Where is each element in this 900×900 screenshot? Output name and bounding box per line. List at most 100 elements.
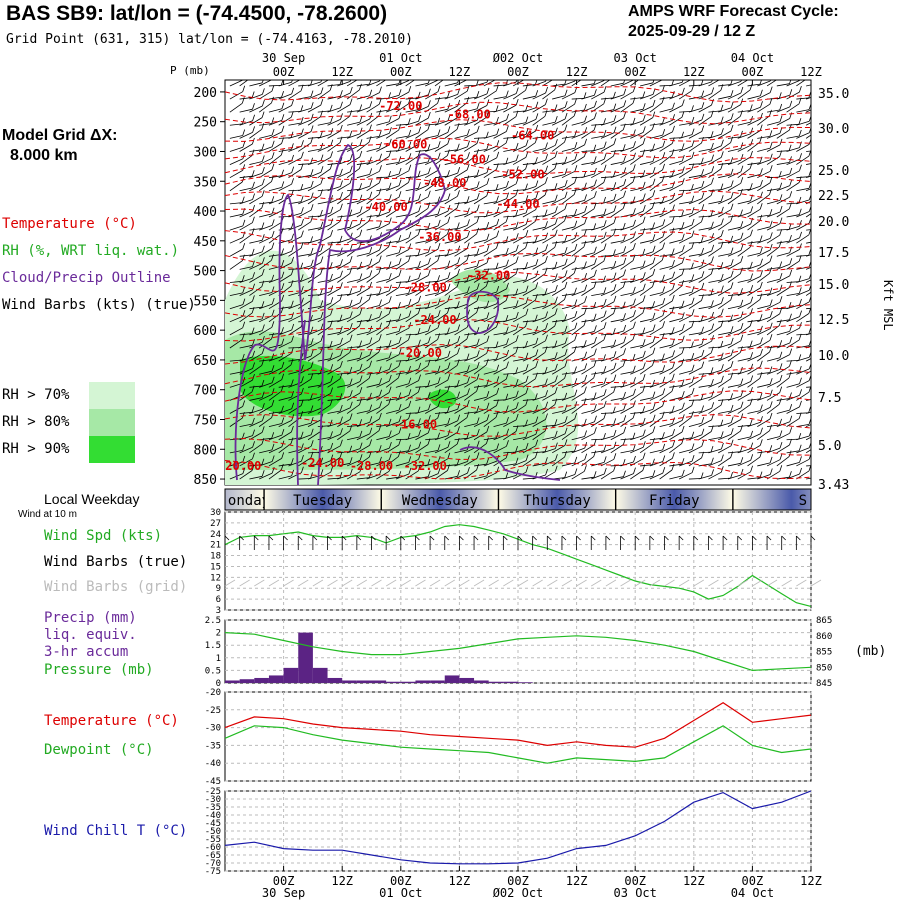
wind-barb-flag [389, 441, 392, 449]
temperature-contour-label: -40.00 [364, 200, 407, 214]
wind-barb [806, 477, 811, 480]
wind-barb-flag [613, 272, 617, 279]
wind-barb-flag [408, 467, 412, 475]
wind-barb-flag [271, 230, 275, 238]
wind-barb-flag [252, 373, 255, 381]
wind-barb-flag [760, 270, 763, 277]
wind-barb [366, 103, 380, 113]
wind-barb [796, 412, 809, 414]
wind-barb [493, 445, 507, 454]
wind-panel-tick-label: 15 [210, 562, 221, 572]
wind-barb-flag [584, 115, 587, 122]
wind-barb [766, 313, 780, 323]
wind-barb [747, 220, 761, 231]
wind-barb-flag [711, 256, 714, 263]
wind-barb [591, 281, 604, 283]
wind-barb [366, 351, 380, 362]
wind-barb-flag [330, 375, 334, 383]
grid-wind-barb [254, 579, 265, 587]
wind-barb-flag [769, 98, 773, 105]
wind-barb [268, 131, 283, 139]
rh-region-5 [450, 269, 510, 303]
wind-barb [249, 306, 262, 310]
wind-barb [679, 358, 692, 362]
wind-barb [346, 314, 361, 323]
wind-barb-flag [291, 233, 294, 240]
wind-barb [356, 366, 370, 375]
wind-barb [385, 444, 400, 454]
wind-barb-flag [320, 80, 323, 83]
wind-barb [737, 302, 751, 310]
wind-barb-flag [408, 97, 411, 104]
wind-barb-flag [603, 333, 607, 341]
wind-barb-flag [417, 307, 421, 314]
wind-barb [542, 369, 556, 375]
wind-barb [493, 378, 507, 388]
wind-barb [698, 384, 712, 388]
wind-barb [698, 183, 712, 192]
wind-barb-flag [584, 194, 587, 201]
surface-wind-barb-flag [224, 535, 230, 541]
wind-barb-flag [798, 208, 802, 215]
wind-barb-flag [505, 472, 509, 479]
wind-barb [347, 267, 360, 270]
wind-barb [766, 380, 781, 388]
precip-panel-tick-label: 2.5 [205, 616, 221, 626]
wind-barb [307, 419, 322, 427]
wind-barb-flag [545, 80, 547, 82]
wind-barb-flag [603, 129, 607, 137]
wind-barb-flag [310, 314, 313, 322]
wind-barb-flag [418, 260, 421, 268]
wind-barb-flag [798, 333, 802, 341]
wind-barb-flag [682, 323, 685, 331]
wind-barb [688, 163, 702, 165]
wind-barb-flag [291, 178, 294, 185]
wind-barb-flag [691, 309, 695, 316]
wind-barb-flag [779, 182, 783, 189]
wind-barb-flag [573, 188, 577, 195]
wind-barb [581, 162, 595, 165]
wind-barb [512, 302, 527, 310]
wind-barb-flag [584, 217, 587, 224]
wind-barb-flag [515, 390, 519, 397]
wind-barb-flag [320, 288, 323, 295]
wind-barb [395, 147, 410, 152]
wind-barb-flag [525, 84, 528, 91]
wind-barb-flag [662, 365, 666, 372]
wind-barb-flag [515, 267, 519, 275]
wind-barb-flag [769, 208, 773, 216]
wind-barb-flag [808, 272, 811, 279]
wind-barb-flag [271, 455, 275, 462]
wind-barb-flag [407, 432, 411, 440]
wind-barb [659, 96, 673, 100]
dewpoint-line [224, 725, 812, 764]
pressure-tick-label: 350 [194, 175, 217, 190]
wind-barb [317, 279, 331, 283]
wind-barb [737, 369, 751, 375]
wind-barb-flag [339, 404, 343, 412]
wind-barb-flag [349, 188, 353, 196]
wind-barb-flag [251, 464, 255, 471]
wind-barb [278, 463, 292, 467]
wind-barb [513, 369, 527, 375]
wind-barb-flag [300, 163, 304, 170]
wind-barb [708, 80, 720, 87]
wind-barb [473, 463, 487, 467]
wind-barb-flag [593, 371, 597, 379]
wind-barb-flag [369, 168, 373, 175]
wind-barb-flag [779, 284, 783, 291]
wind-barb [805, 449, 811, 454]
wind-barb-flag [310, 80, 313, 86]
wind-barb [473, 341, 488, 349]
wind-barb-flag [398, 438, 402, 446]
wind-barb-flag [691, 431, 695, 438]
wind-barb-flag [603, 255, 607, 262]
wind-barb [464, 233, 477, 244]
wind-barb [571, 121, 585, 126]
wind-barb-flag [515, 311, 519, 319]
wind-barb-flag [515, 233, 519, 240]
wind-barb-flag [642, 385, 646, 392]
wind-barb-flag [261, 470, 265, 477]
wind-barb [640, 149, 653, 152]
